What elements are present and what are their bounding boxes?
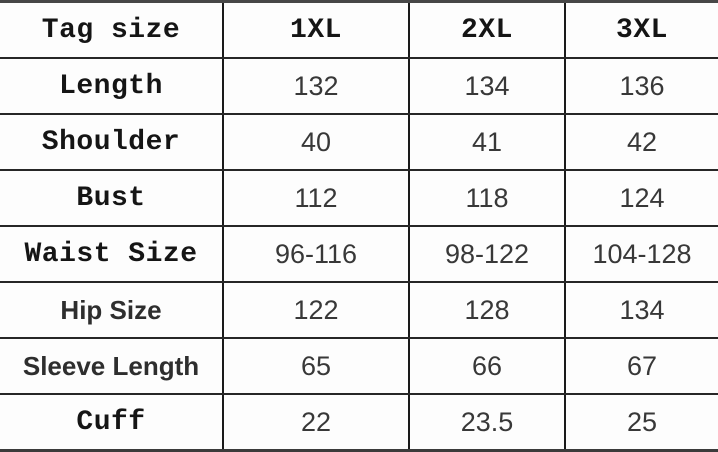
header-cell-2xl: 2XL: [410, 3, 566, 57]
cell-length-3xl: 136: [619, 70, 665, 101]
cell-bust-3xl: 124: [619, 182, 665, 213]
cell-cuff-2xl: 23.5: [410, 395, 566, 449]
cell-hip-3xl: 134: [619, 294, 665, 325]
header-row: Tag size 1XL 2XL 3XL: [0, 3, 718, 59]
header-cell-tag-size: Tag size: [0, 3, 224, 57]
table-row-length: Length 132 134 136: [0, 59, 718, 115]
table-row-cuff: Cuff 22 23.5 25: [0, 395, 718, 449]
cell-waist-1xl: 96-116: [224, 227, 410, 281]
cell-shoulder-3xl: 42: [626, 126, 658, 157]
row-label-shoulder: Shoulder: [0, 115, 224, 169]
cell-sleeve-3xl: 67: [626, 350, 658, 381]
cell-hip-1xl: 122: [224, 283, 410, 337]
cell-length-1xl: 132: [224, 59, 410, 113]
header-cell-3xl: 3XL: [616, 14, 668, 46]
row-label-waist-size: Waist Size: [0, 227, 224, 281]
row-label-cuff: Cuff: [0, 395, 224, 449]
row-label-bust: Bust: [0, 171, 224, 225]
table-row-bust: Bust 112 118 124: [0, 171, 718, 227]
table-row-shoulder: Shoulder 40 41 42: [0, 115, 718, 171]
header-cell-1xl: 1XL: [224, 3, 410, 57]
cell-sleeve-1xl: 65: [224, 339, 410, 393]
cell-length-2xl: 134: [410, 59, 566, 113]
cell-hip-2xl: 128: [410, 283, 566, 337]
row-label-sleeve-length: Sleeve Length: [0, 339, 224, 393]
row-label-hip-size: Hip Size: [0, 283, 224, 337]
cell-waist-3xl: 104-128: [592, 238, 692, 269]
cell-shoulder-2xl: 41: [410, 115, 566, 169]
row-label-length: Length: [0, 59, 224, 113]
table-row-waist-size: Waist Size 96-116 98-122 104-128: [0, 227, 718, 283]
cell-cuff-3xl: 25: [626, 406, 658, 437]
cell-waist-2xl: 98-122: [410, 227, 566, 281]
table-row-hip-size: Hip Size 122 128 134: [0, 283, 718, 339]
cell-bust-2xl: 118: [410, 171, 566, 225]
cell-shoulder-1xl: 40: [224, 115, 410, 169]
cell-bust-1xl: 112: [224, 171, 410, 225]
table-row-sleeve-length: Sleeve Length 65 66 67: [0, 339, 718, 395]
cell-cuff-1xl: 22: [224, 395, 410, 449]
cell-sleeve-2xl: 66: [410, 339, 566, 393]
